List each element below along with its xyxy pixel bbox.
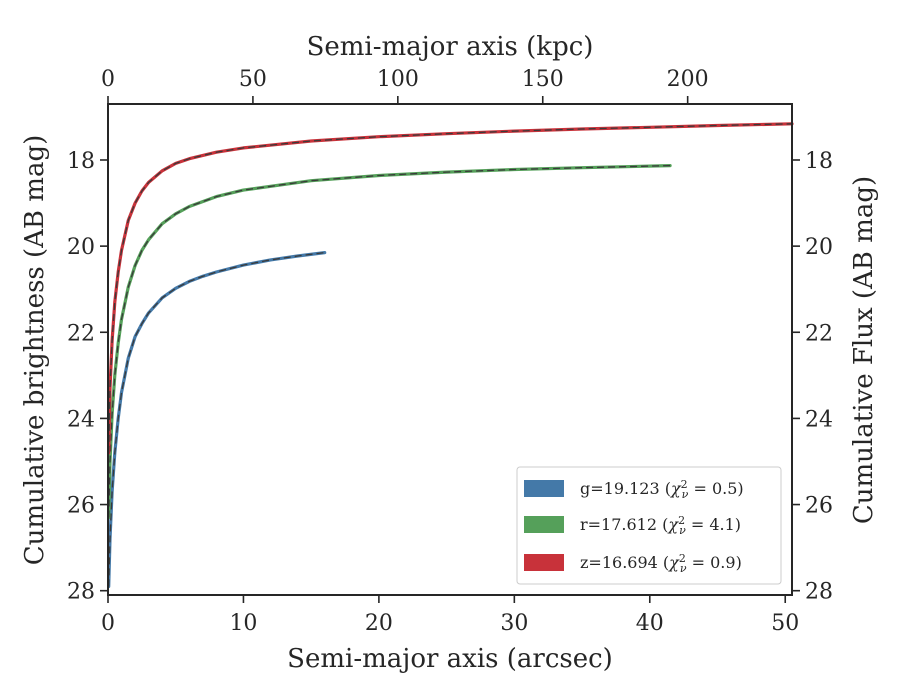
right-tick-label: 26 [805, 494, 833, 519]
x-tick-label: 0 [101, 611, 115, 636]
axes-box [107, 103, 793, 596]
right-tick-label: 28 [805, 580, 833, 605]
legend-entry-z: z=16.694 (χ2 ν = 0.9) [580, 552, 742, 575]
series-fit-r [108, 164, 671, 518]
x-tick-label: 40 [636, 611, 664, 636]
y-tick-label: 28 [67, 580, 95, 605]
legend-entry-g: g=19.123 (χ2 ν = 0.5) [580, 478, 744, 501]
right-tick-label: 20 [805, 235, 833, 260]
top-tick-label: 50 [239, 67, 267, 92]
series-fit-g [108, 251, 325, 587]
legend: g=19.123 (χ2 ν = 0.5) r=17.612 (χ2 ν = 4.1… [516, 466, 782, 585]
ticks: 0 10 20 30 40 50 0 50 100 150 200 18 18 20 20 22 22 24 24 2… [67, 67, 833, 636]
y-tick-label: 18 [67, 149, 95, 174]
top-tick-label: 200 [667, 67, 709, 92]
y-tick-label: 24 [67, 407, 95, 432]
legend-swatch-z [524, 554, 564, 571]
top-axis-label: Semi-major axis (kpc) [307, 32, 594, 62]
series-fit-z [108, 123, 793, 453]
left-axis-label: Cumulative brightness (AB mag) [20, 135, 50, 566]
x-tick-label: 50 [771, 611, 799, 636]
legend-swatch-r [524, 516, 564, 533]
bottom-axis-label: Semi-major axis (arcsec) [287, 644, 613, 674]
x-tick-label: 30 [500, 611, 528, 636]
x-tick-label: 10 [229, 611, 257, 636]
legend-frame [516, 466, 782, 585]
y-tick-label: 22 [67, 321, 95, 346]
right-tick-label: 18 [805, 149, 833, 174]
legend-entry-r: r=17.612 (χ2 ν = 4.1) [580, 514, 741, 537]
y-tick-label: 26 [67, 494, 95, 519]
right-tick-label: 24 [805, 407, 833, 432]
curves [107, 122, 794, 589]
y-tick-label: 20 [67, 235, 95, 260]
x-tick-label: 20 [365, 611, 393, 636]
right-tick-label: 22 [805, 321, 833, 346]
top-tick-label: 100 [377, 67, 419, 92]
legend-swatch-g [524, 480, 564, 497]
top-tick-label: 150 [522, 67, 564, 92]
axes-frame [107, 103, 793, 596]
top-tick-label: 0 [101, 67, 115, 92]
right-axis-label: Cumulative Flux (AB mag) [849, 176, 879, 524]
